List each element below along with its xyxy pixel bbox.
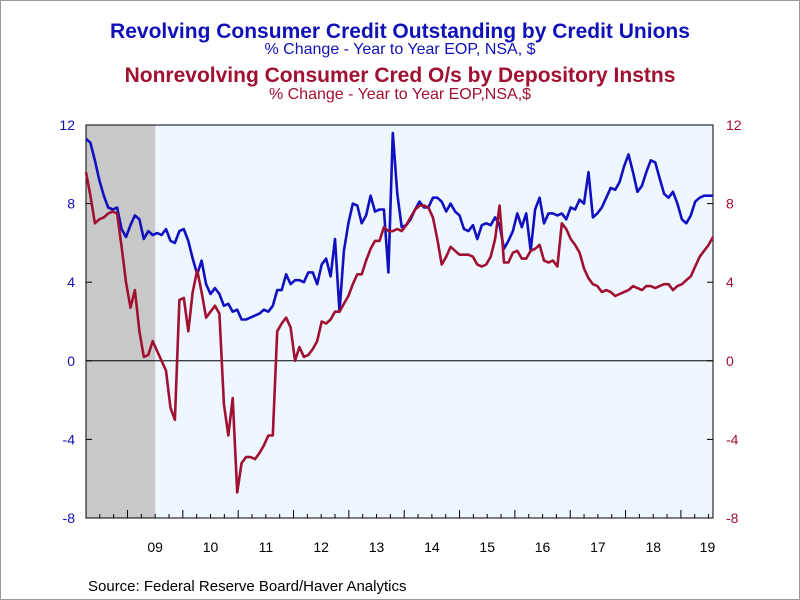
y-tick-label-right: 8 xyxy=(726,196,734,212)
y-tick-label-left: 4 xyxy=(67,274,75,290)
x-tick-label: 16 xyxy=(535,539,551,555)
y-tick-label-right: 0 xyxy=(726,353,734,369)
y-tick-label-right: 12 xyxy=(726,117,742,133)
x-tick-label: 18 xyxy=(645,539,661,555)
series2-title: Nonrevolving Consumer Cred O/s by Deposi… xyxy=(124,64,676,87)
y-tick-label-right: -4 xyxy=(726,431,739,447)
y-tick-label-left: 8 xyxy=(67,196,75,212)
x-tick-label: 15 xyxy=(479,539,495,555)
x-tick-label: 12 xyxy=(313,539,329,555)
series-line-1 xyxy=(85,131,713,321)
x-tick-label: 10 xyxy=(203,539,219,555)
series2-subtitle: % Change - Year to Year EOP,NSA,$ xyxy=(268,86,532,103)
x-tick-label: 14 xyxy=(424,539,440,555)
x-tick-label: 11 xyxy=(259,539,274,555)
plot-border xyxy=(85,124,714,519)
y-tick-label-left: 0 xyxy=(67,353,75,369)
y-tick-label-left: -8 xyxy=(63,510,76,526)
recession-shade xyxy=(86,125,156,518)
source-note: Source: Federal Reserve Board/Haver Anal… xyxy=(88,578,407,595)
y-tick-label-right: -8 xyxy=(726,510,739,526)
y-tick-label-left: -4 xyxy=(63,431,76,447)
x-tick-label: 17 xyxy=(590,539,606,555)
series1-subtitle: % Change - Year to Year EOP, NSA, $ xyxy=(264,41,536,58)
x-tick-label: 19 xyxy=(700,539,716,555)
y-tick-label-right: 4 xyxy=(726,274,734,290)
x-tick-label: 09 xyxy=(147,539,163,555)
y-tick-label-left: 12 xyxy=(59,117,75,133)
series1-title: Revolving Consumer Credit Outstanding by… xyxy=(110,20,690,43)
x-tick-label: 13 xyxy=(369,539,385,555)
series-line-2 xyxy=(84,171,715,494)
